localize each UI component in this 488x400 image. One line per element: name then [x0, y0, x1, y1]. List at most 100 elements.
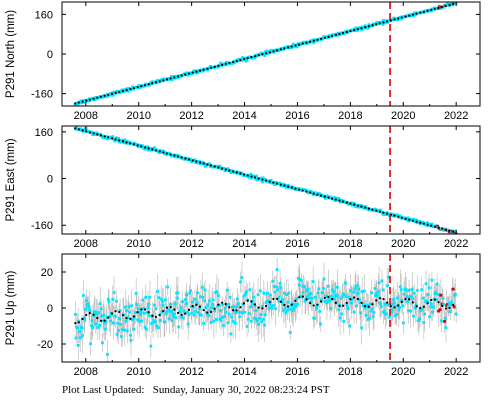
data-point — [258, 289, 262, 293]
data-point — [430, 222, 434, 226]
data-point — [255, 174, 258, 178]
plot-area — [73, 257, 458, 362]
x-tick-label: 2020 — [391, 238, 415, 250]
data-point — [288, 331, 292, 334]
model-fit-point — [290, 303, 293, 306]
model-fit-point — [74, 127, 77, 130]
model-fit-point — [400, 300, 403, 303]
data-point — [278, 181, 282, 185]
model-fit-point — [165, 152, 169, 155]
data-point — [330, 288, 334, 292]
data-point — [182, 156, 186, 160]
model-fit-point — [250, 56, 253, 59]
model-fit-point — [433, 298, 436, 301]
x-tick-label: 2016 — [285, 110, 309, 122]
model-fit-point — [360, 205, 363, 208]
model-fit-point — [242, 302, 246, 305]
recent-data-point — [440, 302, 444, 306]
model-fit-point — [232, 170, 235, 173]
model-fit-point — [345, 30, 348, 34]
data-point — [415, 289, 419, 292]
data-point — [398, 15, 402, 19]
data-point — [169, 302, 173, 306]
model-fit-point — [257, 177, 260, 180]
data-point — [178, 310, 182, 314]
model-fit-point — [191, 71, 194, 74]
data-point — [238, 171, 242, 174]
data-point — [262, 52, 266, 55]
model-fit-point — [184, 73, 187, 76]
data-point — [100, 341, 104, 345]
model-fit-point — [415, 220, 418, 223]
data-point — [423, 312, 427, 316]
data-point — [387, 275, 391, 279]
data-point — [139, 313, 142, 316]
data-point — [244, 56, 247, 60]
data-point — [332, 297, 336, 301]
data-point — [448, 310, 452, 314]
data-point — [252, 316, 256, 320]
model-fit-point — [353, 28, 356, 32]
data-point — [234, 311, 238, 315]
data-point — [84, 307, 87, 311]
data-point — [261, 180, 264, 184]
model-fit-point — [198, 69, 202, 72]
data-point — [131, 317, 135, 321]
data-point — [111, 321, 115, 325]
data-point — [197, 311, 200, 314]
model-fit-point — [308, 40, 312, 43]
model-fit-point — [261, 53, 264, 56]
data-point — [454, 229, 457, 233]
model-fit-point — [349, 298, 352, 301]
data-point — [120, 328, 124, 331]
model-fit-point — [199, 161, 202, 164]
data-point — [94, 322, 98, 326]
model-fit-point — [243, 57, 246, 61]
data-point — [410, 288, 414, 291]
model-fit-point — [213, 307, 216, 310]
recent-data-point — [452, 305, 456, 309]
data-point — [271, 279, 275, 283]
data-point — [399, 17, 403, 21]
data-point — [347, 295, 351, 299]
data-point — [286, 300, 290, 304]
data-point — [111, 135, 115, 138]
data-point — [372, 311, 376, 314]
model-fit-point — [331, 298, 334, 301]
model-fit-point — [125, 141, 128, 144]
model-fit-point — [327, 35, 330, 38]
model-fit-point — [298, 188, 301, 191]
data-point — [152, 319, 156, 323]
model-fit-point — [121, 89, 125, 93]
model-fit-point — [316, 303, 319, 306]
model-fit-point — [397, 215, 400, 218]
model-fit-point — [213, 165, 216, 168]
data-point — [155, 290, 159, 293]
data-point — [340, 312, 343, 316]
data-point — [360, 25, 364, 29]
data-point — [385, 284, 389, 288]
model-fit-point — [433, 225, 437, 228]
data-point — [290, 46, 294, 50]
model-fit-point — [224, 168, 227, 171]
model-fit-point — [158, 313, 161, 317]
model-fit-point — [297, 43, 301, 46]
data-point — [412, 14, 416, 17]
data-point — [229, 332, 233, 336]
data-point — [73, 313, 77, 316]
model-fit-point — [411, 13, 415, 16]
data-point — [263, 323, 267, 327]
data-point — [76, 343, 80, 347]
data-point — [167, 317, 171, 321]
model-fit-point — [268, 51, 271, 54]
data-point — [349, 301, 353, 305]
data-point — [435, 282, 439, 286]
x-tick-label: 2010 — [126, 366, 150, 378]
data-point — [251, 299, 255, 303]
model-fit-point — [371, 303, 374, 306]
data-point — [167, 308, 170, 311]
data-point — [273, 290, 277, 294]
model-fit-point — [253, 303, 257, 306]
model-fit-point — [103, 319, 106, 322]
model-fit-point — [319, 300, 323, 303]
